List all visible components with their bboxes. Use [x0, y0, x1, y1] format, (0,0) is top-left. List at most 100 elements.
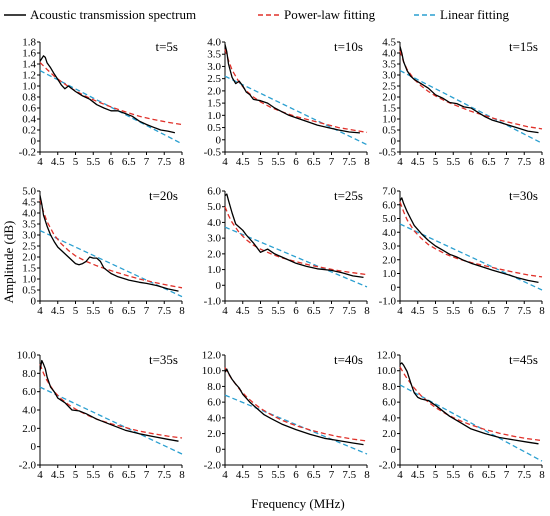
series-line: [399, 70, 543, 144]
x-tick-label: 7.5: [517, 305, 531, 317]
x-tick-label: 8: [364, 156, 370, 168]
y-tick-label: 1.5: [382, 103, 396, 115]
y-tick-label: 4.0: [207, 37, 221, 49]
y-tick-label: 0: [31, 441, 37, 453]
y-tick-label: 4.0: [382, 48, 396, 60]
x-tick-label: 4: [222, 469, 228, 481]
y-tick-label: 0.6: [22, 103, 36, 115]
series-line: [39, 199, 183, 289]
y-tick-label: 1.4: [22, 59, 36, 71]
x-tick-label: 4.5: [51, 469, 65, 481]
x-tick-label: 5: [433, 305, 439, 317]
y-tick-label: 0.4: [22, 114, 36, 126]
x-tick-label: 6: [108, 469, 114, 481]
y-tick-label: 0: [216, 134, 222, 146]
x-tick-label: 8: [364, 305, 370, 317]
y-tick-label: 3.5: [207, 49, 221, 61]
x-tick-label: 4: [397, 469, 403, 481]
y-tick-label: 5.0: [22, 186, 36, 198]
y-tick-label: 2.0: [382, 254, 396, 266]
y-tick-label: 5.0: [382, 213, 396, 225]
y-tick-label: 12.0: [202, 350, 222, 362]
panel-title: t=25s: [334, 188, 363, 203]
series-line: [399, 362, 539, 445]
panel-title: t=20s: [149, 188, 178, 203]
chart-panel: -2.0 0 2.0 4.0 6.0 8.0 10.0 4 4.5 5 5.5 6 6.5 7 7.5 8 t=…: [17, 350, 186, 482]
series-line: [399, 50, 543, 130]
y-tick-label: 6.0: [207, 186, 221, 198]
y-tick-label: 3.0: [207, 61, 221, 73]
series-line: [224, 75, 368, 146]
y-tick-label: 4.5: [382, 37, 396, 49]
x-tick-label: 5.5: [86, 469, 100, 481]
y-tick-label: 8.0: [382, 381, 396, 393]
x-tick-label: 5: [258, 156, 264, 168]
series-line: [39, 386, 183, 455]
x-tick-label: 7: [144, 469, 150, 481]
panel-title: t=35s: [149, 352, 178, 367]
y-tick-label: 0: [391, 136, 397, 148]
y-tick-label: 2.0: [22, 423, 36, 435]
chart-panel: -0.200.20.40.60.81.01.21.41.61.8 4 4.5 5 5.5…: [19, 37, 186, 169]
chart-panel: -0.500.51.01.52.02.53.03.54.04.54 4.5 5 5.5…: [379, 37, 546, 169]
x-tick-label: 7.5: [517, 469, 531, 481]
x-tick-label: 6: [468, 305, 474, 317]
x-tick-label: 6: [293, 156, 299, 168]
x-tick-label: 4.5: [51, 305, 65, 317]
series-line: [224, 206, 368, 276]
legend-entry: Linear fitting: [414, 7, 509, 22]
panel-title: t=45s: [509, 352, 538, 367]
y-tick-label: 0.5: [22, 285, 36, 297]
y-tick-label: 10.0: [202, 365, 222, 377]
series-line: [39, 363, 183, 439]
y-tick-label: 2.5: [382, 81, 396, 93]
chart-panel: -1.0 0 1.0 2.03.0 4.0 5.0 6.07.0 4 4.5 5 5.5 6 6.5 7 7…: [379, 186, 546, 318]
x-axis-label: Frequency (MHz): [251, 496, 345, 511]
y-tick-label: 0.8: [22, 92, 36, 104]
panel-title: t=10s: [334, 39, 363, 54]
x-tick-label: 6.5: [307, 156, 321, 168]
series-line: [39, 195, 179, 292]
x-tick-label: 7.5: [157, 305, 171, 317]
panel-title: t=30s: [509, 188, 538, 203]
x-tick-label: 5.5: [86, 156, 100, 168]
series-line: [39, 359, 179, 442]
y-tick-label: 7.0: [382, 186, 396, 198]
series-line: [224, 226, 368, 288]
x-tick-label: 7.5: [157, 156, 171, 168]
y-tick-label: 4.0: [382, 412, 396, 424]
y-tick-label: -0.5: [204, 147, 222, 159]
chart-panel: -0.500.51.01.52.02.53.03.54.0 4 4.5 5 5.5 6 6.…: [204, 37, 371, 169]
x-tick-label: 5.5: [86, 305, 100, 317]
series-line: [39, 61, 183, 126]
x-tick-label: 6.5: [307, 469, 321, 481]
y-tick-label: 10.0: [377, 365, 397, 377]
x-tick-label: 8: [179, 305, 185, 317]
legend: Acoustic transmission spectrum Power-law …: [4, 7, 509, 22]
y-tick-label: 1.0: [207, 264, 221, 276]
x-tick-label: 4: [397, 156, 403, 168]
x-tick-label: 7: [504, 305, 510, 317]
x-tick-label: 4: [222, 305, 228, 317]
x-tick-label: 7: [504, 156, 510, 168]
y-tick-label: 0: [31, 296, 37, 308]
y-tick-label: 1.5: [22, 263, 36, 275]
panels-grid: -0.200.20.40.60.81.01.21.41.61.84 4.5 5 5.5…: [17, 37, 546, 482]
series-line: [224, 49, 368, 134]
y-tick-label: 10.0: [17, 350, 37, 362]
legend-label: Linear fitting: [440, 7, 509, 22]
y-tick-label: 2.0: [22, 252, 36, 264]
y-tick-label: -1.0: [379, 296, 397, 308]
y-tick-label: 2.0: [207, 85, 221, 97]
x-tick-label: 7: [329, 469, 335, 481]
y-tick-label: -0.5: [379, 147, 397, 159]
y-tick-label: 3.5: [382, 59, 396, 71]
x-tick-label: 8: [539, 305, 545, 317]
y-axis-label: Amplitude (dB): [1, 221, 16, 304]
x-tick-label: 7: [504, 469, 510, 481]
x-tick-label: 5.5: [271, 469, 285, 481]
series-line: [224, 394, 368, 455]
y-tick-label: 12.0: [377, 350, 397, 362]
y-tick-label: 1.6: [22, 48, 36, 60]
x-tick-label: 4.5: [411, 305, 425, 317]
